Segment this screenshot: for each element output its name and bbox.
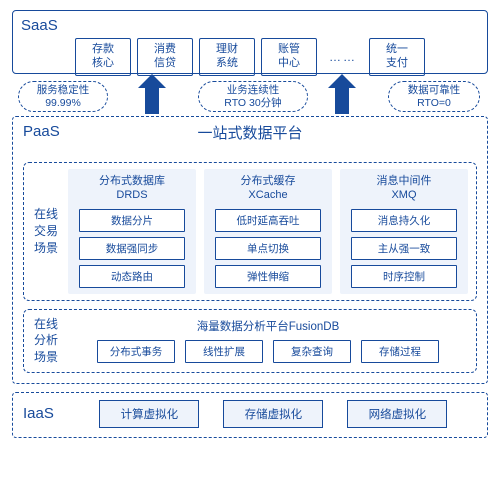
fusion-title: 海量数据分析平台FusionDB	[197, 318, 340, 334]
col-xcache: 分布式缓存XCache 低时延高吞吐 单点切换 弹性伸缩	[204, 169, 332, 294]
arrow-up-icon	[328, 74, 356, 88]
chip: 数据分片	[79, 209, 186, 232]
chip: 低时延高吞吐	[215, 209, 322, 232]
arrow-up-icon	[335, 88, 349, 114]
saas-item: 理财系统	[199, 38, 255, 76]
saas-ellipsis: ……	[323, 38, 363, 76]
chip: 主从强一致	[351, 237, 458, 260]
saas-item: 存款核心	[75, 38, 131, 76]
col-title: 分布式缓存XCache	[241, 175, 296, 203]
chip: 数据强同步	[79, 237, 186, 260]
chip: 时序控制	[351, 265, 458, 288]
arrow-up-icon	[145, 88, 159, 114]
chip: 复杂查询	[273, 340, 351, 363]
scene-transaction: 在线交易场景 分布式数据库DRDS 数据分片 数据强同步 动态路由 分布式缓存X…	[23, 162, 477, 301]
chip: 存储过程	[361, 340, 439, 363]
chip: 消息持久化	[351, 209, 458, 232]
saas-item: 账管中心	[261, 38, 317, 76]
iaas-item: 计算虚拟化	[99, 400, 199, 428]
col-title: 消息中间件XMQ	[377, 175, 432, 203]
saas-item: 统一支付	[369, 38, 425, 76]
pill-stability: 服务稳定性99.99%	[18, 81, 108, 112]
saas-layer: SaaS 存款核心 消费信贷 理财系统 账管中心 …… 统一支付	[12, 10, 488, 74]
paas-title: 一站式数据平台	[13, 122, 487, 143]
mid-row: 服务稳定性99.99% 业务连续性RTO 30分钟 数据可靠性RTO=0	[12, 78, 488, 114]
chip: 分布式事务	[97, 340, 175, 363]
col-drds: 分布式数据库DRDS 数据分片 数据强同步 动态路由	[68, 169, 196, 294]
scene-label: 在线交易场景	[32, 206, 60, 256]
chip: 动态路由	[79, 265, 186, 288]
col-xmq: 消息中间件XMQ 消息持久化 主从强一致 时序控制	[340, 169, 468, 294]
arrow-up-icon	[138, 74, 166, 88]
chip: 弹性伸缩	[215, 265, 322, 288]
scene-analysis: 在线分析场景 海量数据分析平台FusionDB 分布式事务 线性扩展 复杂查询 …	[23, 309, 477, 373]
paas-layer: PaaS 一站式数据平台 在线交易场景 分布式数据库DRDS 数据分片 数据强同…	[12, 116, 488, 384]
chip: 线性扩展	[185, 340, 263, 363]
chip: 单点切换	[215, 237, 322, 260]
fusion-block: 海量数据分析平台FusionDB 分布式事务 线性扩展 复杂查询 存储过程	[68, 318, 468, 363]
saas-label: SaaS	[21, 17, 479, 34]
scene1-cols: 分布式数据库DRDS 数据分片 数据强同步 动态路由 分布式缓存XCache 低…	[68, 169, 468, 294]
iaas-item: 存储虚拟化	[223, 400, 323, 428]
pill-continuity: 业务连续性RTO 30分钟	[198, 81, 308, 112]
scene-label: 在线分析场景	[32, 316, 60, 366]
iaas-item: 网络虚拟化	[347, 400, 447, 428]
saas-row: 存款核心 消费信贷 理财系统 账管中心 …… 统一支付	[21, 38, 479, 76]
iaas-row: 计算虚拟化 存储虚拟化 网络虚拟化	[68, 400, 479, 428]
iaas-layer: IaaS 计算虚拟化 存储虚拟化 网络虚拟化	[12, 392, 488, 438]
col-title: 分布式数据库DRDS	[99, 175, 165, 203]
pill-reliability: 数据可靠性RTO=0	[388, 81, 480, 112]
iaas-label: IaaS	[23, 405, 54, 422]
fusion-chips: 分布式事务 线性扩展 复杂查询 存储过程	[68, 340, 468, 363]
saas-item: 消费信贷	[137, 38, 193, 76]
